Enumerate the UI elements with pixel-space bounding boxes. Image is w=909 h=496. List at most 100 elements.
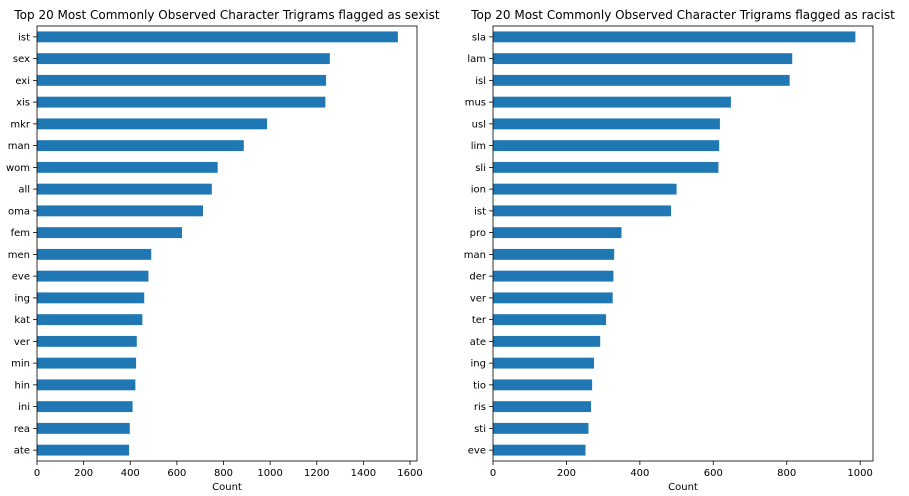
sexist-bar-xis	[37, 96, 326, 108]
sexist-xtick-label-1400: 1400	[351, 468, 376, 479]
racist-ytick-label-ion: ion	[471, 185, 486, 196]
sexist-xaxis-label: Count	[212, 482, 242, 493]
racist-ytick-label-lim: lim	[471, 141, 486, 152]
racist-bar-der	[493, 270, 614, 282]
sexist-xtick-label-1000: 1000	[257, 468, 282, 479]
sexist-bar-kat	[37, 314, 143, 326]
sexist-xtick-label-800: 800	[214, 468, 233, 479]
sexist-bar-ing	[37, 292, 145, 304]
racist-bar-ter	[493, 314, 607, 326]
sexist-ytick-label-xis: xis	[16, 98, 30, 109]
racist-bar-ist	[493, 205, 672, 217]
racist-ytick-label-ris: ris	[474, 402, 486, 413]
sexist-ytick-label-wom: wom	[6, 163, 30, 174]
racist-bar-lam	[493, 53, 793, 65]
sexist-xtick-label-0: 0	[34, 468, 40, 479]
racist-bar-isl	[493, 74, 790, 86]
racist-bar-sti	[493, 422, 589, 434]
sexist-bar-men	[37, 248, 152, 260]
racist-ytick-label-ate: ate	[470, 337, 486, 348]
sexist-bar-ate	[37, 444, 130, 456]
sexist-trigrams-chart: Top 20 Most Commonly Observed Character …	[6, 8, 440, 493]
sexist-xtick-label-1600: 1600	[397, 468, 422, 479]
racist-bar-sli	[493, 161, 719, 173]
racist-bar-sla	[493, 31, 856, 43]
sexist-bar-oma	[37, 205, 203, 217]
racist-bar-usl	[493, 118, 720, 130]
sexist-bar-ver	[37, 335, 137, 347]
sexist-plot-frame	[36, 25, 418, 462]
sexist-ytick-label-hin: hin	[15, 380, 30, 391]
racist-ytick-label-sli: sli	[475, 163, 486, 174]
racist-xtick-label-600: 600	[704, 468, 723, 479]
racist-ytick-label-tio: tio	[473, 380, 486, 391]
racist-ytick-label-sti: sti	[474, 424, 486, 435]
sexist-bar-wom	[37, 161, 218, 173]
racist-ytick-label-man: man	[464, 250, 486, 261]
racist-xtick-label-400: 400	[630, 468, 649, 479]
racist-bar-ver	[493, 292, 613, 304]
racist-chart-title: Top 20 Most Commonly Observed Character …	[470, 8, 895, 22]
sexist-bar-sex	[37, 53, 330, 65]
sexist-chart-title: Top 20 Most Commonly Observed Character …	[13, 8, 440, 22]
sexist-xtick-label-400: 400	[121, 468, 140, 479]
sexist-ytick-label-ini: ini	[18, 402, 30, 413]
sexist-ytick-label-fem: fem	[11, 228, 30, 239]
racist-bar-ion	[493, 183, 677, 195]
sexist-bar-hin	[37, 379, 136, 391]
racist-ytick-label-eve: eve	[468, 446, 486, 457]
sexist-ytick-label-ist: ist	[18, 32, 30, 43]
sexist-bar-eve	[37, 270, 149, 282]
racist-trigrams-chart: Top 20 Most Commonly Observed Character …	[464, 8, 895, 493]
sexist-ytick-label-sex: sex	[13, 54, 30, 65]
racist-ytick-label-isl: isl	[475, 76, 486, 87]
sexist-ytick-label-all: all	[18, 185, 30, 196]
racist-ytick-label-lam: lam	[467, 54, 486, 65]
sexist-ytick-label-oma: oma	[8, 206, 30, 217]
sexist-bar-man	[37, 140, 244, 152]
racist-ytick-label-der: der	[469, 272, 487, 283]
racist-bar-tio	[493, 379, 593, 391]
racist-xtick-label-200: 200	[557, 468, 576, 479]
racist-bar-ate	[493, 335, 601, 347]
racist-bar-ris	[493, 401, 592, 413]
racist-ytick-label-mus: mus	[465, 98, 486, 109]
racist-xaxis-label: Count	[668, 482, 698, 493]
sexist-bar-exi	[37, 74, 327, 86]
sexist-ytick-label-man: man	[8, 141, 30, 152]
sexist-ytick-label-rea: rea	[14, 424, 30, 435]
sexist-ytick-label-ate: ate	[14, 446, 30, 457]
racist-xtick-label-800: 800	[777, 468, 796, 479]
racist-ytick-label-ver: ver	[470, 293, 487, 304]
sexist-ytick-label-eve: eve	[12, 272, 30, 283]
racist-bar-ing	[493, 357, 594, 369]
racist-bar-lim	[493, 140, 720, 152]
sexist-bar-fem	[37, 227, 183, 239]
sexist-bar-ist	[37, 31, 398, 43]
sexist-ytick-label-min: min	[11, 359, 30, 370]
racist-bar-eve	[493, 444, 586, 456]
sexist-ytick-label-men: men	[8, 250, 30, 261]
racist-xtick-label-0: 0	[490, 468, 496, 479]
racist-bar-mus	[493, 96, 731, 108]
sexist-ytick-label-ing: ing	[15, 293, 30, 304]
sexist-ytick-label-exi: exi	[15, 76, 30, 87]
sexist-xtick-label-1200: 1200	[304, 468, 329, 479]
racist-ytick-label-ter: ter	[472, 315, 487, 326]
sexist-ytick-label-kat: kat	[14, 315, 30, 326]
sexist-xtick-label-600: 600	[167, 468, 186, 479]
racist-ytick-label-ing: ing	[471, 359, 486, 370]
racist-bar-man	[493, 248, 615, 260]
racist-plot-frame	[492, 25, 874, 462]
sexist-bar-min	[37, 357, 137, 369]
sexist-xtick-label-200: 200	[74, 468, 93, 479]
sexist-bar-ini	[37, 401, 133, 413]
racist-ytick-label-ist: ist	[474, 206, 486, 217]
racist-bar-pro	[493, 227, 622, 239]
sexist-bar-all	[37, 183, 212, 195]
sexist-bar-rea	[37, 422, 130, 434]
sexist-ytick-label-ver: ver	[14, 337, 31, 348]
racist-ytick-label-sla: sla	[472, 32, 486, 43]
sexist-ytick-label-mkr: mkr	[10, 119, 31, 130]
racist-ytick-label-usl: usl	[472, 119, 486, 130]
